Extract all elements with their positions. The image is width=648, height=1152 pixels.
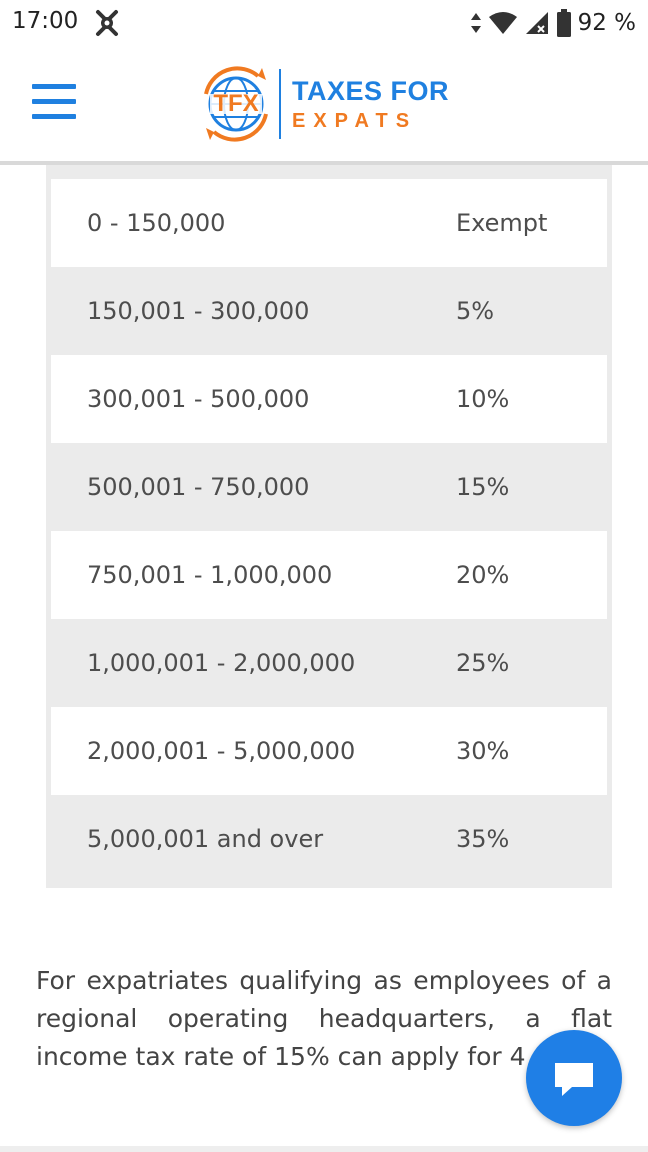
table-row: 2,000,001 - 5,000,000 30% [51, 707, 607, 795]
income-band: 500,001 - 750,000 [87, 473, 310, 501]
logo-divider [279, 69, 281, 139]
logo-emblem-text: TFX [213, 90, 259, 117]
table-row: 5,000,001 and over 35% [51, 795, 607, 883]
table-row: 0 - 150,000 Exempt [51, 179, 607, 267]
tax-rate-table: 0 - 150,000 Exempt 150,001 - 300,000 5% … [46, 165, 612, 888]
tax-rate: 5% [456, 297, 495, 325]
battery-percent: 92 % [577, 10, 636, 36]
status-bar: 17:00 92 % [0, 0, 648, 46]
site-header: TFX TAXES FOR EXPATS [0, 46, 648, 162]
tax-rate: 30% [456, 737, 510, 765]
body-paragraph: For expatriates qualifying as employees … [36, 966, 612, 1071]
logo-line2: EXPATS [292, 110, 418, 132]
tax-rate: 15% [456, 473, 510, 501]
tax-rate: 20% [456, 561, 510, 589]
income-band: 1,000,001 - 2,000,000 [87, 649, 356, 677]
income-band: 2,000,001 - 5,000,000 [87, 737, 356, 765]
income-band: 0 - 150,000 [87, 209, 226, 237]
status-time: 17:00 [12, 8, 79, 34]
income-band: 750,001 - 1,000,000 [87, 561, 333, 589]
tax-rate: Exempt [456, 209, 548, 237]
site-logo[interactable]: TFX TAXES FOR EXPATS [196, 64, 456, 144]
hamburger-menu-icon[interactable] [32, 84, 76, 120]
status-icons: 92 % [470, 8, 636, 38]
battery-icon [556, 9, 571, 37]
header-divider [0, 161, 648, 165]
table-row: 1,000,001 - 2,000,000 25% [51, 619, 607, 707]
table-row: 150,001 - 300,000 5% [51, 267, 607, 355]
globe-logo-icon [204, 66, 268, 142]
tax-rate: 25% [456, 649, 510, 677]
bottom-edge [0, 1146, 648, 1152]
chat-button[interactable] [526, 1030, 622, 1126]
table-row: 750,001 - 1,000,000 20% [51, 531, 607, 619]
wifi-icon [488, 12, 517, 34]
chat-bubble-icon [555, 1063, 593, 1096]
logo-line1: TAXES FOR [292, 76, 450, 106]
notification-app-icon [96, 10, 118, 36]
signal-icon [525, 12, 548, 34]
income-band: 150,001 - 300,000 [87, 297, 310, 325]
tax-rate: 35% [456, 825, 510, 853]
table-row: 500,001 - 750,000 15% [51, 443, 607, 531]
data-arrows-icon [470, 13, 481, 33]
table-row: 300,001 - 500,000 10% [51, 355, 607, 443]
tax-rate: 10% [456, 385, 510, 413]
income-band: 300,001 - 500,000 [87, 385, 310, 413]
income-band: 5,000,001 and over [87, 825, 324, 853]
